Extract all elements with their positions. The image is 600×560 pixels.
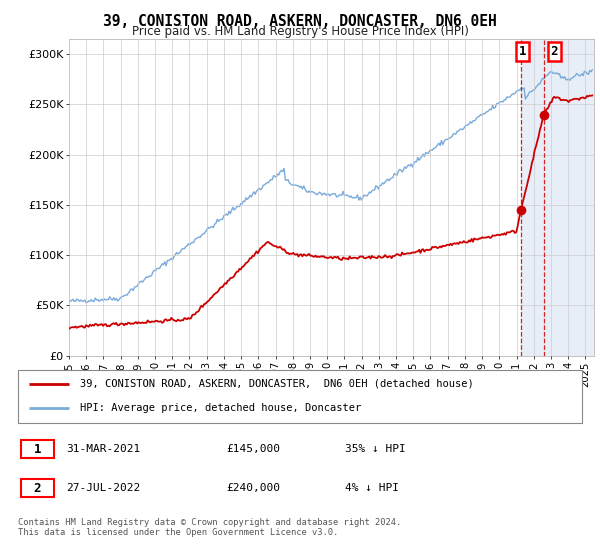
Bar: [544, 39, 594, 356]
Text: Price paid vs. HM Land Registry's House Price Index (HPI): Price paid vs. HM Land Registry's House …: [131, 25, 469, 38]
Text: 4% ↓ HPI: 4% ↓ HPI: [345, 483, 399, 493]
Text: £240,000: £240,000: [227, 483, 281, 493]
Text: Contains HM Land Registry data © Crown copyright and database right 2024.
This d: Contains HM Land Registry data © Crown c…: [18, 518, 401, 538]
FancyBboxPatch shape: [18, 370, 582, 423]
Text: 1: 1: [34, 442, 41, 456]
Text: 2: 2: [551, 45, 558, 58]
Text: 31-MAR-2021: 31-MAR-2021: [66, 444, 140, 454]
Text: £145,000: £145,000: [227, 444, 281, 454]
Text: HPI: Average price, detached house, Doncaster: HPI: Average price, detached house, Donc…: [80, 403, 361, 413]
FancyBboxPatch shape: [21, 440, 53, 458]
Text: 39, CONISTON ROAD, ASKERN, DONCASTER, DN6 0EH: 39, CONISTON ROAD, ASKERN, DONCASTER, DN…: [103, 14, 497, 29]
Text: 35% ↓ HPI: 35% ↓ HPI: [345, 444, 406, 454]
Text: 27-JUL-2022: 27-JUL-2022: [66, 483, 140, 493]
Text: 39, CONISTON ROAD, ASKERN, DONCASTER,  DN6 0EH (detached house): 39, CONISTON ROAD, ASKERN, DONCASTER, DN…: [80, 379, 474, 389]
Text: 1: 1: [519, 45, 526, 58]
Text: 2: 2: [34, 482, 41, 494]
Bar: [521, 39, 544, 356]
FancyBboxPatch shape: [21, 479, 53, 497]
